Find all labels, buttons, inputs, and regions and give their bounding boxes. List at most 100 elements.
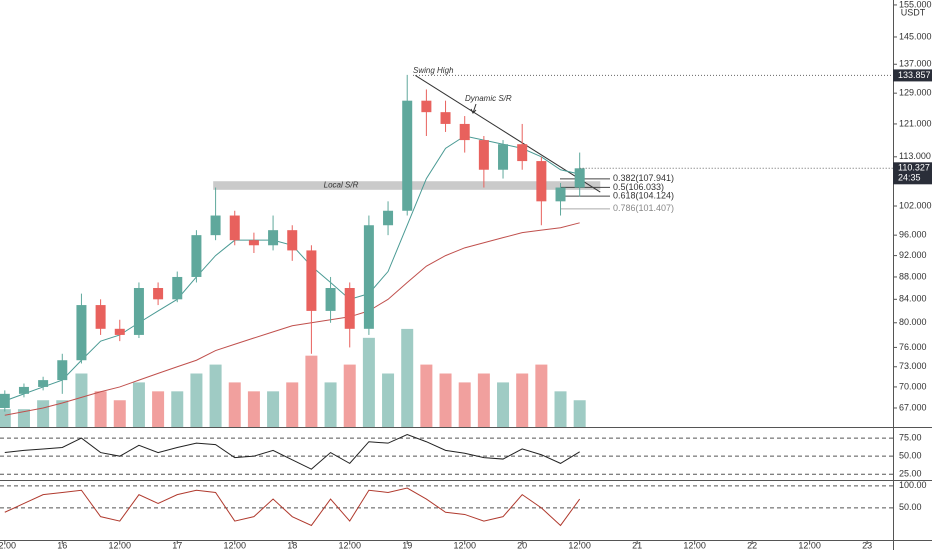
volume-bar — [209, 364, 222, 427]
volume-bar — [535, 364, 548, 427]
y-tick-label: 96.000 — [899, 230, 927, 240]
candle-body — [344, 288, 355, 329]
stoch-line — [4, 487, 581, 527]
volume-bar — [190, 373, 203, 427]
currency: USDT — [901, 7, 926, 17]
volume-bar — [113, 400, 126, 427]
volume-bar — [56, 400, 69, 427]
x-tick-label: 17 — [172, 540, 182, 550]
countdown: 24:35 — [898, 173, 921, 183]
candle-body — [306, 250, 317, 311]
y-tick-label: 73.000 — [899, 361, 927, 371]
candle-body — [57, 360, 68, 381]
fib-label: 0.786(101.407) — [613, 203, 674, 213]
candle-body — [268, 230, 279, 246]
volume-bar — [324, 382, 337, 427]
swing-label: Swing High — [413, 66, 454, 75]
local-label: Local S/R — [324, 181, 359, 190]
volume-bar — [0, 409, 11, 427]
y-tick-label: 84.000 — [899, 294, 927, 304]
y-tick-label: 121.000 — [899, 118, 932, 128]
x-tick-label: 21 — [632, 540, 642, 550]
volume-bar — [516, 373, 529, 427]
y-tick-label: 113.000 — [899, 151, 931, 161]
x-tick-label: 16 — [57, 540, 67, 550]
y-tick-label: 88.000 — [899, 271, 927, 281]
y-tick-label: 102.000 — [899, 200, 932, 210]
swing-price: 133.857 — [898, 70, 931, 80]
candle-body — [421, 100, 432, 113]
trendline — [415, 74, 601, 193]
y-tick-label: 137.000 — [899, 59, 932, 69]
volume-bar — [401, 328, 414, 427]
candle-body — [517, 144, 528, 162]
candle-body — [402, 100, 413, 211]
x-tick-label: 12:00 — [223, 540, 246, 550]
osc-tick-label: 75.00 — [899, 432, 922, 442]
volume-bar — [228, 382, 241, 427]
x-tick-label: 23 — [862, 540, 872, 550]
x-tick-label: 20 — [517, 540, 527, 550]
candle-body — [555, 187, 566, 202]
x-tick-label: 12:00 — [109, 540, 132, 550]
volume-bar — [132, 382, 145, 427]
y-tick-label: 129.000 — [899, 88, 932, 98]
candle-body — [76, 305, 87, 361]
candle-body — [133, 288, 144, 335]
candle-body — [38, 380, 49, 387]
candle-body — [153, 288, 164, 300]
x-tick-label: 18 — [287, 540, 297, 550]
osc-tick-label: 50.00 — [899, 451, 922, 461]
volume-bar — [37, 400, 50, 427]
candle-body — [210, 215, 221, 236]
volume-bar — [343, 364, 356, 427]
x-tick-label: 12:00 — [798, 540, 821, 550]
rsi-line — [4, 433, 580, 470]
volume-bar — [477, 373, 490, 427]
candle-body — [172, 276, 183, 300]
volume-bar — [420, 364, 433, 427]
candle-body — [574, 168, 585, 188]
volume-bar — [286, 382, 299, 427]
candle-body — [18, 386, 29, 394]
volume-bar — [267, 391, 280, 427]
dynamic-label: Dynamic S/R — [465, 94, 512, 103]
candle-body — [363, 225, 374, 329]
arrow — [470, 103, 477, 114]
candle-body — [95, 305, 106, 329]
x-tick-label: 12:00 — [453, 540, 476, 550]
volume-bar — [382, 373, 395, 427]
fib-label: 0.618(104.124) — [613, 190, 674, 200]
candle-body — [325, 288, 336, 311]
y-tick-label: 155.000 — [899, 0, 932, 9]
price-box — [893, 69, 932, 82]
x-tick-label: 12:00 — [0, 540, 16, 550]
volume-bar — [439, 373, 452, 427]
y-tick-label: 76.000 — [899, 342, 927, 352]
candle-body — [114, 328, 125, 335]
x-tick-label: 12:00 — [683, 540, 706, 550]
y-tick-label: 145.000 — [899, 31, 932, 41]
volume-bar — [75, 373, 88, 427]
x-tick-label: 22 — [747, 540, 757, 550]
volume-bar — [305, 355, 318, 427]
candle-body — [440, 112, 451, 124]
candle-body — [248, 240, 259, 246]
last-price: 110.327 — [898, 163, 930, 173]
volume-bar — [497, 382, 510, 427]
candle-body — [478, 140, 489, 170]
volume-bar — [171, 391, 184, 427]
candle-body — [0, 393, 10, 408]
volume-bar — [573, 400, 586, 427]
y-tick-label: 92.000 — [899, 250, 927, 260]
fib-label: 0.5(106.033) — [613, 182, 664, 192]
volume-bar — [152, 391, 165, 427]
fib-label: 0.382(107.941) — [613, 173, 674, 183]
moving-average — [4, 222, 580, 416]
osc-tick-label: 100.00 — [899, 480, 927, 490]
price-box — [893, 162, 932, 185]
y-tick-label: 80.000 — [899, 317, 927, 327]
y-tick-label: 70.000 — [899, 381, 927, 391]
